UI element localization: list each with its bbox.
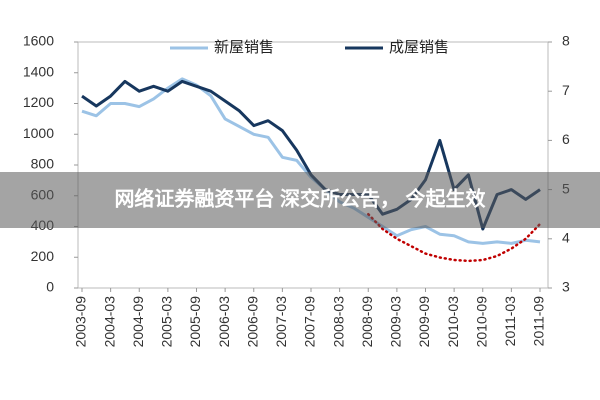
x-tick-label: 2005-09 <box>187 296 203 348</box>
x-tick-label: 2007-09 <box>302 296 318 348</box>
x-tick-label: 2007-03 <box>273 296 289 348</box>
series-line <box>367 212 542 263</box>
y2-tick-label: 7 <box>562 82 570 98</box>
x-tick-label: 2004-09 <box>130 296 146 348</box>
x-tick-label: 2005-03 <box>159 296 175 348</box>
x-tick-label: 2009-09 <box>416 296 432 348</box>
x-tick-label: 2006-03 <box>216 296 232 348</box>
x-tick-label: 2008-03 <box>330 296 346 348</box>
x-tick-label: 2011-09 <box>531 296 547 347</box>
legend-label: 新屋销售 <box>214 39 274 56</box>
x-tick-label: 2004-03 <box>101 296 117 348</box>
banner <box>0 172 600 228</box>
y2-tick-label: 6 <box>562 131 570 147</box>
y2-tick-label: 8 <box>562 33 570 49</box>
y-tick-label: 1600 <box>23 33 54 49</box>
y2-tick-label: 3 <box>562 279 570 295</box>
plot-area <box>77 41 549 289</box>
x-tick-label: 2009-03 <box>388 296 404 348</box>
x-tick-label: 2006-09 <box>244 296 260 348</box>
x-tick-label: 2003-09 <box>73 296 89 348</box>
x-tick-label: 2010-03 <box>445 296 461 348</box>
y-tick-label: 1400 <box>23 63 54 79</box>
y-tick-label: 1200 <box>23 94 54 110</box>
y-tick-label: 200 <box>31 248 55 264</box>
y2-tick-label: 4 <box>562 230 570 246</box>
x-tick-label: 2008-09 <box>359 296 375 348</box>
x-tick-label: 2011-03 <box>502 296 518 347</box>
y-tick-label: 1000 <box>23 125 54 141</box>
banner-text: 网络证券融资平台 深交所公告， 今起生效 <box>114 186 485 210</box>
y-tick-label: 800 <box>31 156 55 172</box>
y-tick-label: 0 <box>46 279 54 295</box>
x-tick-label: 2010-09 <box>473 296 489 348</box>
legend-label: 成屋销售 <box>389 39 449 56</box>
